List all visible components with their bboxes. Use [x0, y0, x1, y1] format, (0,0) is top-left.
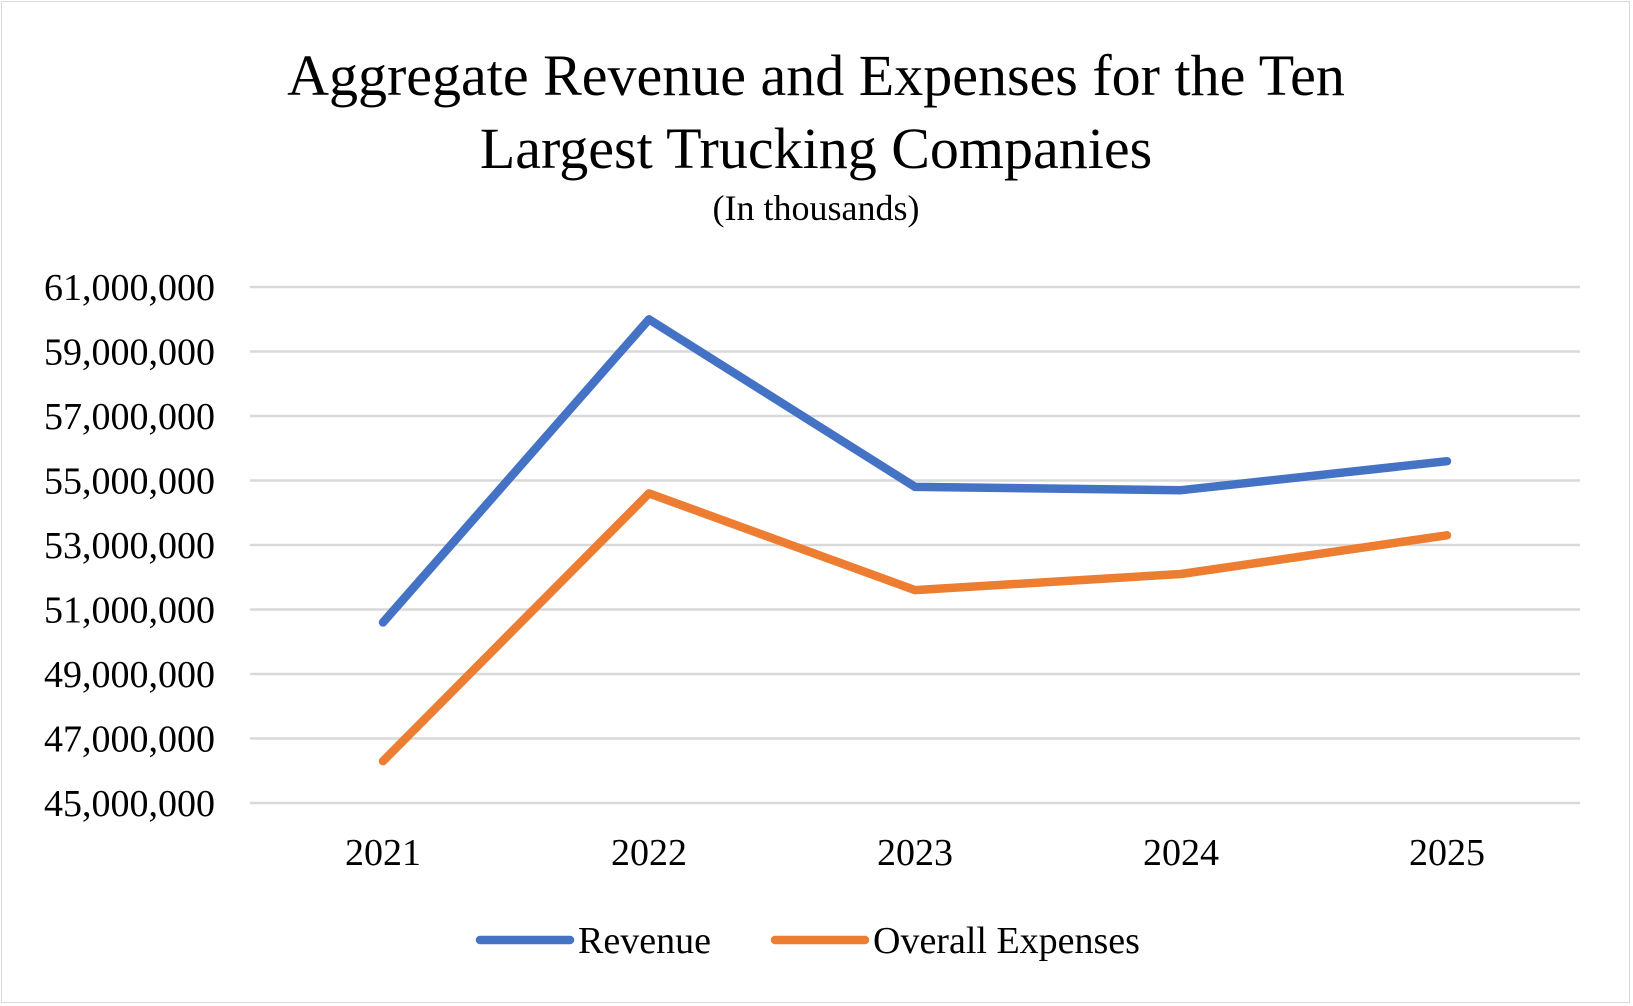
x-tick-label: 2025: [1409, 832, 1485, 874]
legend: Revenue Overall Expenses: [475, 920, 1140, 962]
y-tick-label: 49,000,000: [44, 654, 215, 696]
series-lines: [378, 315, 1452, 766]
x-tick-label: 2023: [877, 832, 953, 874]
y-tick-label: 57,000,000: [44, 396, 215, 438]
y-tick-label: 47,000,000: [44, 719, 215, 761]
y-tick-label: 61,000,000: [44, 267, 215, 309]
chart-title-line-1: Aggregate Revenue and Expenses for the T…: [287, 43, 1345, 108]
chart-subtitle: (In thousands): [713, 188, 920, 228]
x-tick-label: 2021: [345, 832, 421, 874]
legend-label: Overall Expenses: [873, 920, 1140, 962]
x-tick-label: 2024: [1143, 832, 1219, 874]
series-line-overall-expenses: [378, 489, 1452, 766]
y-tick-label: 51,000,000: [44, 590, 215, 632]
y-tick-label: 53,000,000: [44, 525, 215, 567]
y-axis-ticks: 45,000,000 47,000,000 49,000,000 51,000,000…: [44, 267, 215, 825]
series-line-revenue: [378, 315, 1452, 627]
legend-label: Revenue: [578, 920, 711, 962]
y-tick-label: 59,000,000: [44, 332, 215, 374]
chart-title-line-2: Largest Trucking Companies: [480, 116, 1152, 181]
x-axis-ticks: 2021 2022 2023 2024 2025: [345, 832, 1485, 874]
y-tick-label: 45,000,000: [44, 783, 215, 825]
y-tick-label: 55,000,000: [44, 461, 215, 503]
gridlines: [250, 285, 1580, 805]
x-tick-label: 2022: [611, 832, 687, 874]
